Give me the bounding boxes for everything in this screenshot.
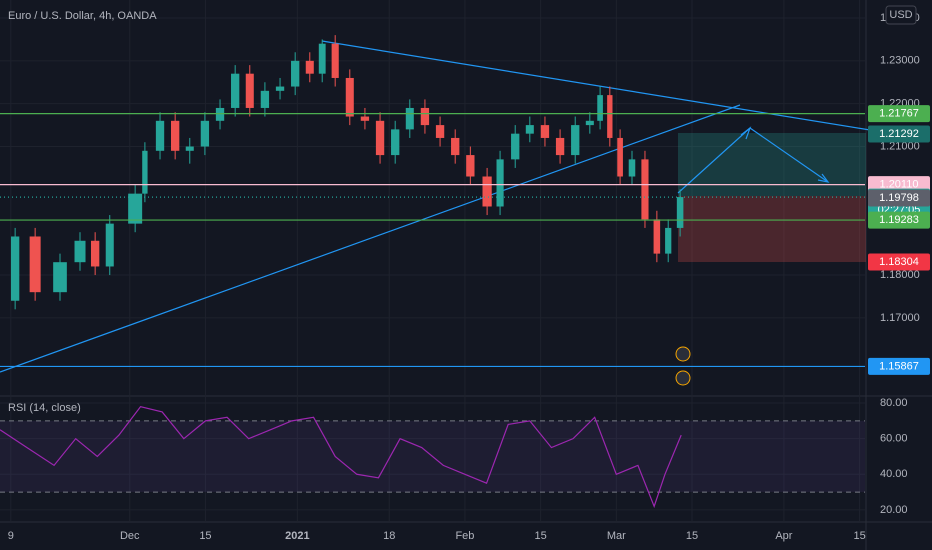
x-tick-label: 15 xyxy=(535,530,547,542)
currency[interactable]: USD xyxy=(889,9,912,21)
x-tick-label: 2021 xyxy=(285,530,309,542)
price-label-box xyxy=(868,125,930,143)
arrow-head xyxy=(817,173,830,183)
price-label: 1.18304 xyxy=(879,256,919,268)
candle-body xyxy=(200,120,210,147)
x-tick-label: Dec xyxy=(120,530,140,542)
x-tick-label: Feb xyxy=(455,530,474,542)
trend-line xyxy=(0,104,741,373)
candle-body xyxy=(405,107,414,130)
price-label: 1.21292 xyxy=(879,128,919,140)
candle-body xyxy=(653,219,661,254)
chart-title: Euro / U.S. Dollar, 4h, OANDA xyxy=(8,10,157,22)
rsi-line xyxy=(0,405,682,509)
candle-body xyxy=(496,159,504,207)
trend-line xyxy=(321,40,871,131)
profit-zone xyxy=(678,133,866,196)
candle-body xyxy=(105,223,114,267)
candle-body xyxy=(245,73,254,108)
candle-body xyxy=(90,240,100,267)
candle-body xyxy=(291,60,300,87)
rsi-title: RSI (14, close) xyxy=(8,402,81,414)
candle-body xyxy=(451,137,460,156)
y-tick-label: 20.00 xyxy=(880,504,908,516)
y-tick-label: 40.00 xyxy=(880,468,908,480)
candle-body xyxy=(676,197,684,228)
candle-body xyxy=(74,240,86,263)
candle-body xyxy=(128,193,143,224)
candle-body xyxy=(391,129,400,156)
price-label: 1.21767 xyxy=(879,108,919,120)
x-tick-label: 9 xyxy=(8,530,14,542)
x-tick-label: 18 xyxy=(383,530,395,542)
candle-body xyxy=(525,125,534,134)
y-tick-label: 1.17000 xyxy=(880,312,920,324)
x-tick-label: Mar xyxy=(607,530,626,542)
candle-body xyxy=(435,125,445,138)
price-label-box xyxy=(868,105,930,123)
candle-body xyxy=(142,150,148,194)
candle-body xyxy=(318,43,326,74)
candle-body xyxy=(555,137,565,156)
candle-body xyxy=(641,159,649,220)
candle-body xyxy=(215,107,225,121)
price-label: 1.20110 xyxy=(880,179,919,191)
price-label: 1.15867 xyxy=(879,360,919,372)
candle-body xyxy=(617,137,623,177)
price-label-box xyxy=(868,253,930,271)
event-icon xyxy=(675,370,691,386)
x-tick-label: 15 xyxy=(686,530,698,542)
candle-body xyxy=(585,120,594,126)
candle-body xyxy=(305,60,314,74)
candle-body xyxy=(360,116,370,121)
candle-body xyxy=(185,146,194,151)
candle-body xyxy=(665,227,672,254)
candle-body xyxy=(29,236,41,293)
candle-body xyxy=(511,133,520,160)
price-label: 1.19798 xyxy=(879,192,919,204)
price-label: 1.19283 xyxy=(879,214,919,226)
marks: 9Dec15202118Feb15Mar15Apr151.240001.2300… xyxy=(0,12,930,542)
price-label-box xyxy=(868,189,930,207)
drawings xyxy=(0,40,871,386)
currency-button[interactable] xyxy=(885,5,917,25)
candle-body xyxy=(482,176,492,207)
candle-body xyxy=(170,120,180,151)
candle-body xyxy=(10,236,20,301)
y-tick-label: 1.18000 xyxy=(880,269,920,281)
x-tick-label: 15 xyxy=(853,530,865,542)
candle-body xyxy=(628,159,636,177)
candle-body xyxy=(275,86,285,91)
y-tick-label: 60.00 xyxy=(880,433,908,445)
arrow-head xyxy=(740,126,752,140)
event-icon xyxy=(675,346,691,362)
y-tick-label: 1.23000 xyxy=(880,55,920,67)
y-tick-label: 1.21000 xyxy=(880,140,920,152)
candle-body xyxy=(345,77,354,117)
candle-body xyxy=(540,125,550,138)
candle-body xyxy=(571,125,580,156)
candle-body xyxy=(155,120,165,151)
x-tick-label: 15 xyxy=(199,530,211,542)
price-label-box xyxy=(868,211,930,229)
loss-zone xyxy=(678,196,866,262)
candle-body xyxy=(331,43,339,78)
price-label-box xyxy=(868,357,930,375)
candle-body xyxy=(466,155,475,177)
candle-body xyxy=(260,90,270,108)
candle-body xyxy=(231,73,240,108)
candle-body xyxy=(607,95,613,138)
x-tick-label: Apr xyxy=(775,530,792,542)
candle-body xyxy=(597,95,603,121)
candle-body xyxy=(420,107,430,126)
candle-body xyxy=(375,120,385,156)
y-tick-label: 80.00 xyxy=(880,397,908,409)
candle-body xyxy=(53,262,67,293)
